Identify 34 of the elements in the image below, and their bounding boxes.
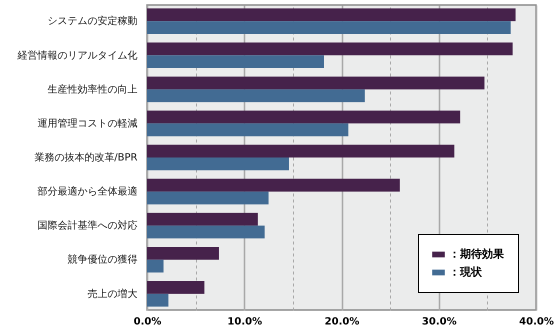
y-tick-label: 売上の増大 bbox=[88, 288, 138, 300]
bar bbox=[147, 178, 400, 192]
x-tick-label: 0.0% bbox=[134, 316, 162, 328]
bar bbox=[147, 55, 324, 68]
y-tick-label: 競争優位の獲得 bbox=[68, 254, 138, 266]
bar bbox=[147, 76, 484, 90]
legend-label: ：現状 bbox=[449, 266, 483, 278]
y-tick-label: 経営情報のリアルタイム化 bbox=[16, 49, 138, 62]
x-tick-label: 10.0% bbox=[227, 316, 262, 328]
bar bbox=[147, 212, 258, 226]
y-tick-label: 国際会計基準への対応 bbox=[38, 220, 138, 232]
bar bbox=[147, 110, 460, 124]
x-tick-label: 20.0% bbox=[324, 316, 360, 328]
bar bbox=[147, 158, 289, 170]
bar bbox=[147, 192, 269, 204]
bar bbox=[147, 246, 219, 260]
y-tick-label: 運用管理コストの軽減 bbox=[38, 117, 138, 130]
bar bbox=[147, 8, 516, 22]
bar bbox=[147, 89, 365, 102]
bar bbox=[147, 294, 168, 307]
bar bbox=[147, 144, 454, 158]
y-tick-label: 生産性効率性の向上 bbox=[48, 83, 138, 96]
bar bbox=[147, 42, 513, 56]
y-tick-label: 業務の抜本的改革/BPR bbox=[34, 152, 138, 164]
bar bbox=[147, 226, 265, 238]
x-tick-label: 40.0% bbox=[519, 316, 554, 328]
legend-label: ：期待効果 bbox=[449, 248, 505, 260]
bar bbox=[147, 123, 348, 136]
bar bbox=[147, 260, 164, 273]
bar bbox=[147, 281, 204, 294]
y-tick-label: 部分最適から全体最適 bbox=[38, 186, 138, 198]
y-tick-label: システムの安定稼動 bbox=[48, 15, 138, 28]
x-tick-label: 30.0% bbox=[422, 316, 457, 328]
bar bbox=[147, 21, 511, 34]
